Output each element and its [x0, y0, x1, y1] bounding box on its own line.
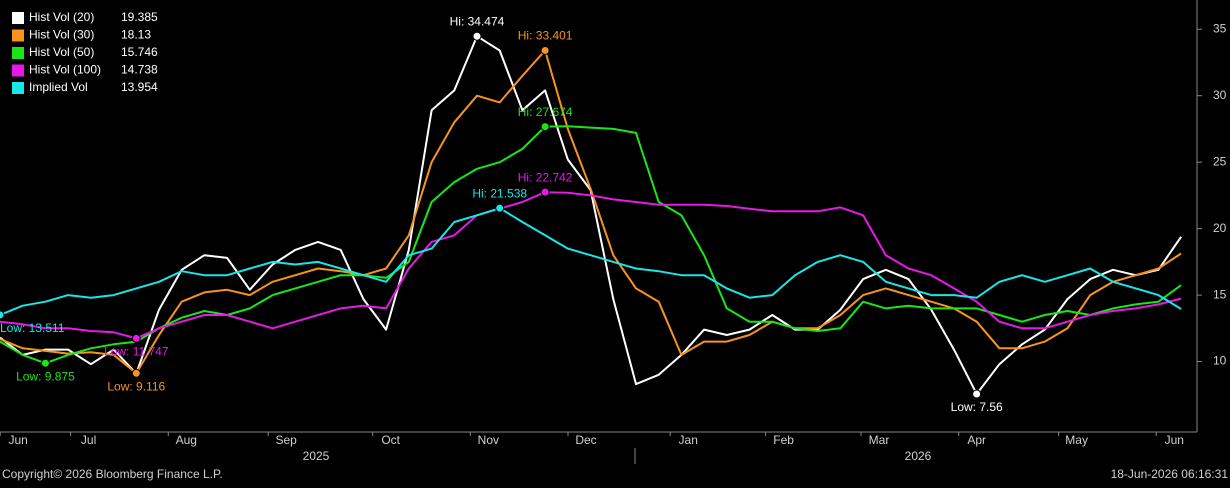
legend-box — [2, 4, 164, 94]
legend: Hist Vol (20) 19.385 Hist Vol (30) 18.13 His… — [2, 4, 164, 94]
annotation-marker — [540, 45, 550, 55]
annotation-marker — [540, 187, 550, 197]
legend-label: Hist Vol (100) — [29, 63, 101, 77]
y-tick-label: 35 — [1213, 21, 1227, 35]
legend-swatch — [12, 47, 24, 59]
series-line — [0, 125, 1182, 365]
year-label: 2026 — [905, 449, 932, 463]
x-tick-label: May — [1065, 433, 1088, 447]
annotation-marker — [0, 310, 5, 320]
annotation-label: Low: 9.116 — [107, 379, 165, 393]
annotation-marker — [972, 389, 982, 399]
legend-label: Hist Vol (20) — [29, 10, 94, 24]
x-tick-label: Apr — [967, 433, 986, 447]
footer-copyright: Copyright© 2026 Bloomberg Finance L.P. — [2, 467, 223, 481]
annotation-marker — [472, 31, 482, 41]
legend-swatch — [12, 29, 24, 42]
legend-value: 13.954 — [121, 80, 158, 94]
legend-value: 19.385 — [121, 10, 158, 24]
annotation-label: Hi: 27.674 — [518, 105, 573, 119]
y-tick-label: 30 — [1213, 88, 1227, 102]
annotation-label: Low: 7.56 — [951, 400, 1003, 414]
x-tick-label: Sep — [276, 433, 298, 447]
y-tick-label: 25 — [1213, 154, 1227, 168]
series-line — [0, 207, 1182, 316]
legend-swatch — [12, 82, 24, 94]
x-tick-label: Mar — [869, 433, 890, 447]
annotation-label: Low: 13.511 — [0, 321, 65, 335]
legend-label: Hist Vol (30) — [29, 28, 94, 42]
x-tick-label: Aug — [176, 433, 197, 447]
x-tick-label: Jun — [1165, 433, 1184, 447]
legend-label: Implied Vol — [29, 80, 88, 94]
y-tick-label: 20 — [1213, 221, 1227, 235]
y-tick-label: 15 — [1213, 287, 1227, 301]
annotation-marker — [40, 358, 50, 368]
footer-timestamp: 18-Jun-2026 06:16:31 — [1111, 467, 1229, 481]
annotation-marker — [131, 368, 141, 378]
x-tick-label: Nov — [478, 433, 499, 447]
annotation-label: Low: 11.747 — [104, 345, 169, 359]
year-label: 2025 — [303, 449, 330, 463]
x-tick-label: Jun — [8, 433, 27, 447]
y-tick-label: 10 — [1213, 354, 1227, 368]
legend-swatch — [12, 12, 24, 24]
annotation-label: Hi: 21.538 — [472, 186, 527, 200]
legend-value: 18.13 — [121, 28, 151, 42]
annotation-marker — [540, 122, 550, 132]
annotation-label: Hi: 34.474 — [450, 14, 505, 28]
legend-swatch — [12, 64, 24, 77]
x-tick-label: Feb — [773, 433, 794, 447]
x-tick-label: Jan — [679, 433, 698, 447]
annotation-label: Hi: 33.401 — [518, 29, 573, 43]
annotation-marker — [131, 333, 141, 343]
x-tick-label: Dec — [575, 433, 596, 447]
legend-label: Hist Vol (50) — [29, 45, 94, 59]
series-line — [0, 191, 1182, 340]
series-line — [0, 49, 1182, 375]
legend-value: 14.738 — [121, 63, 158, 77]
x-tick-label: Jul — [81, 433, 96, 447]
x-tick-label: Oct — [381, 433, 400, 447]
legend-value: 15.746 — [121, 45, 158, 59]
annotation-label: Hi: 22.742 — [518, 170, 573, 184]
annotation-marker — [495, 203, 505, 213]
annotation-label: Low: 9.875 — [16, 369, 75, 383]
